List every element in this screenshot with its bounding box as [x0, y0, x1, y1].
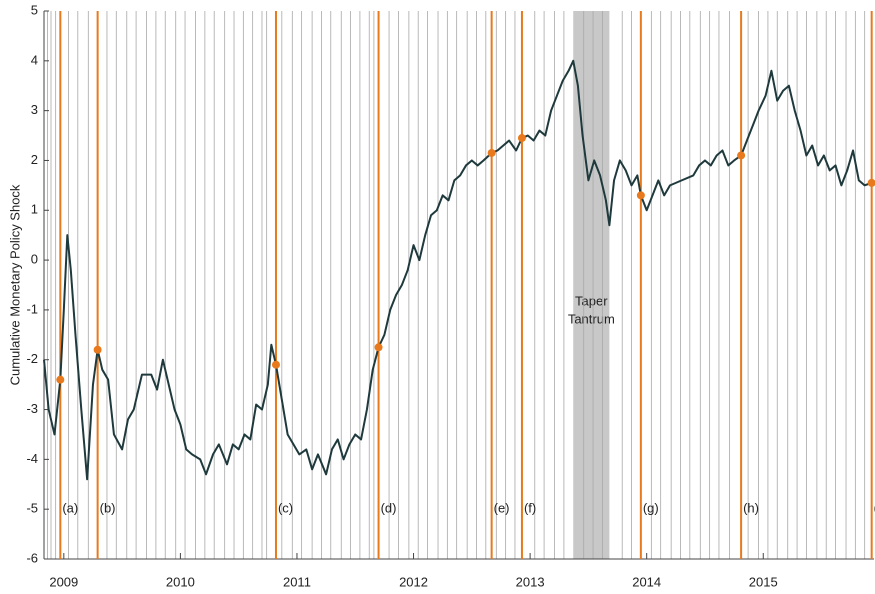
x-tick-label: 2013	[516, 574, 545, 589]
series-line	[43, 59, 873, 481]
y-tick-label: 2	[31, 152, 38, 167]
x-tick-label: 2011	[283, 574, 311, 589]
event-label: (g)	[643, 501, 659, 516]
x-tick-label: 2012	[399, 574, 428, 589]
event-dot	[867, 178, 875, 187]
event-dot	[374, 343, 383, 352]
event-dot	[271, 360, 280, 369]
y-tick-label: 1	[31, 202, 38, 217]
y-tick-label: -6	[26, 550, 38, 565]
y-tick-label: -5	[26, 501, 38, 516]
event-label: (c)	[278, 501, 293, 516]
y-tick-label: -2	[26, 351, 38, 366]
y-tick-label: -4	[26, 451, 38, 466]
y-tick-label: 5	[31, 2, 38, 17]
y-tick-label: 4	[31, 52, 38, 67]
x-tick-label: 2015	[749, 574, 778, 589]
y-tick-label: -1	[26, 301, 38, 316]
event-label: (f)	[524, 501, 536, 516]
y-axis-label: Cumulative Monetary Policy Shock	[7, 184, 22, 385]
event-dot	[93, 345, 102, 354]
x-tick-label: 2014	[632, 574, 661, 589]
event-dot	[737, 151, 746, 160]
event-dot	[487, 148, 496, 157]
event-label: (h)	[743, 501, 759, 516]
y-tick-label: 3	[31, 102, 38, 117]
event-label: (e)	[494, 501, 510, 516]
annotation: Tantrum	[568, 311, 615, 326]
event-dot	[56, 375, 65, 384]
event-dot	[636, 191, 645, 200]
x-tick-label: 2010	[166, 574, 195, 589]
y-tick-label: 0	[31, 252, 38, 267]
event-label: (b)	[100, 501, 116, 516]
event-label: (a)	[62, 501, 78, 516]
x-tick-label: 2009	[49, 574, 78, 589]
event-label: (i)	[874, 501, 875, 516]
event-label: (d)	[381, 501, 397, 516]
y-tick-label: -3	[26, 401, 38, 416]
annotation: Taper	[575, 293, 608, 308]
event-dot	[517, 134, 526, 143]
